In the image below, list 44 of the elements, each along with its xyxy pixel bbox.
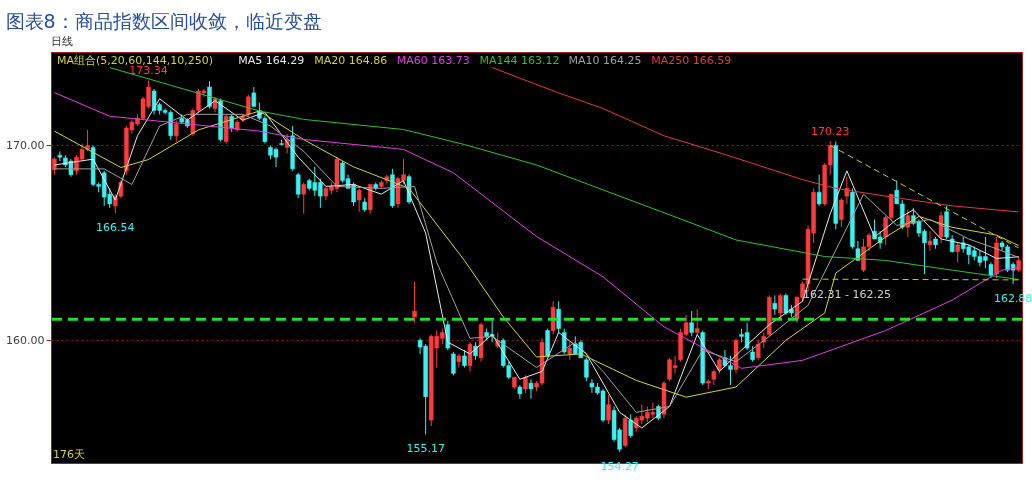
y-tick-label: 160.00	[6, 333, 45, 347]
candlestick	[584, 357, 589, 382]
candlestick	[356, 187, 362, 213]
y-tick-label: 170.00	[6, 139, 45, 152]
candlestick	[955, 242, 960, 263]
candlestick	[689, 310, 694, 337]
text: MA250 166.59	[651, 54, 732, 67]
text: MA144 163.12	[479, 54, 560, 67]
annotation: 173.34	[129, 64, 168, 78]
candlestick	[844, 176, 850, 205]
annotation: 166.54	[96, 220, 135, 234]
text: MA60 163.73	[396, 54, 470, 67]
line-series	[491, 67, 1020, 213]
text: 日线	[51, 35, 73, 48]
text: MA10 164.25	[568, 54, 642, 67]
candlestick	[528, 378, 534, 400]
candlestick	[251, 86, 257, 108]
annotation: 154.27	[600, 459, 639, 473]
candlestick	[628, 413, 633, 439]
annotation: MA组合(5,20,60,144,10,250)	[57, 54, 214, 67]
candlestick	[927, 230, 933, 252]
annotation: 176天	[53, 448, 85, 461]
text: MA5 164.29	[238, 54, 305, 67]
candlestick	[772, 294, 778, 316]
candlestick	[888, 193, 894, 222]
candlestick	[606, 394, 611, 425]
candlestick	[883, 215, 888, 246]
text: MA20 164.86	[314, 54, 388, 67]
candlestick	[467, 341, 473, 372]
candlestick	[550, 300, 556, 335]
candlestick	[456, 353, 462, 369]
candlestick	[174, 119, 179, 143]
candlestick	[301, 182, 306, 215]
candlestick	[816, 174, 822, 207]
candlestick	[839, 197, 844, 228]
annotation: 170.23	[810, 125, 850, 139]
chart-title: 图表8：商品指数区间收敛，临近变盘	[5, 10, 322, 32]
candlestick	[412, 281, 417, 324]
candlestick	[451, 351, 456, 376]
candlestick	[556, 300, 561, 333]
candlestick	[295, 172, 301, 199]
candlestick	[755, 339, 761, 361]
annotation: 155.17	[406, 442, 445, 456]
candlestick	[694, 308, 700, 335]
